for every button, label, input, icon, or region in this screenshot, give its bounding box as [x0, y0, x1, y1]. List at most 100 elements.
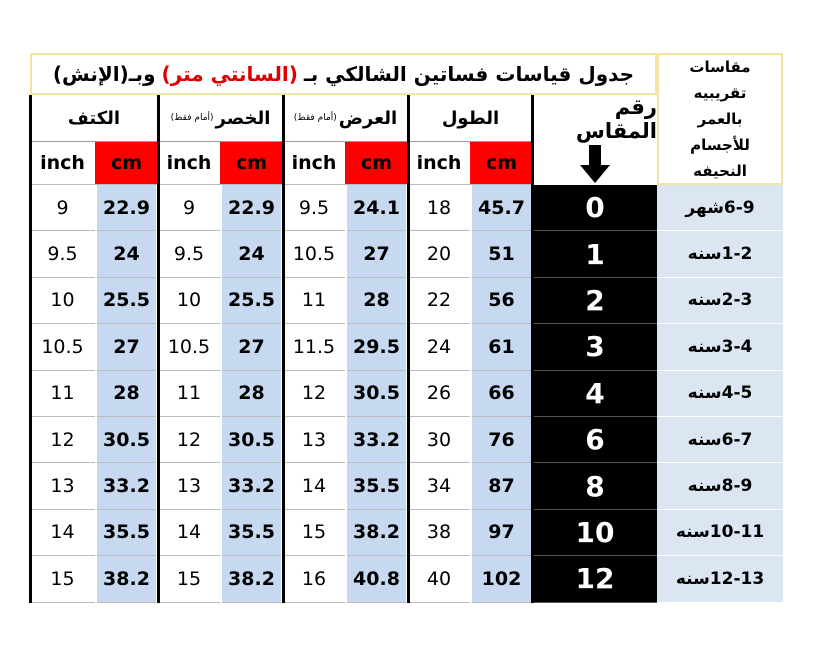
size-header: رقم المقاس: [575, 94, 657, 143]
cm-cell: 38.2: [222, 556, 281, 603]
inch-cell: 15: [158, 556, 220, 603]
cm-cell: 38.2: [347, 509, 406, 557]
group-name: الخصر: [215, 107, 271, 129]
cm-cell: 28: [222, 370, 281, 417]
cm-cell: 102: [472, 556, 531, 603]
inch-cell: 9: [30, 185, 95, 232]
title-end: وبـ(الإنش): [52, 62, 156, 86]
age-cell: 8-9سنه: [657, 463, 783, 510]
cm-cell: 30.5: [347, 370, 406, 417]
age-cell: 10-11سنه: [657, 509, 783, 557]
group-header: الخصر (أمام فقط): [158, 95, 283, 142]
unit-label: inch: [30, 142, 95, 185]
title-cell: جدول قياسات فساتين الشالكي بـ (السانتي م…: [30, 53, 657, 95]
size-cell: 1: [533, 231, 657, 278]
inch-cell: 22: [408, 278, 470, 325]
group-note: (أمام فقط): [293, 113, 337, 123]
inch-cell: 10.5: [158, 324, 220, 371]
size-cell: 2: [533, 277, 657, 325]
inch-cell: 20: [408, 231, 470, 278]
size-cell: 3: [533, 324, 657, 371]
cm-cell: 87: [472, 463, 531, 510]
cm-cell: 30.5: [222, 417, 281, 464]
inch-cell: 10: [158, 278, 220, 325]
cm-cell: 27: [222, 324, 281, 371]
unit-label: inch: [408, 142, 470, 185]
size-cell: 6: [533, 417, 657, 464]
inch-cell: 12: [30, 417, 95, 464]
unit-label: cm: [470, 142, 533, 185]
cm-cell: 33.2: [347, 417, 406, 464]
size-arrow-cell: [533, 142, 657, 185]
age-cell: 3-4سنه: [657, 324, 783, 371]
inch-cell: 11.5: [283, 324, 345, 371]
inch-cell: 15: [30, 556, 95, 603]
column-rule: [407, 95, 410, 603]
inch-cell: 26: [408, 371, 470, 417]
inch-cell: 13: [158, 463, 220, 510]
inch-cell: 11: [158, 371, 220, 417]
cm-cell: 27: [97, 324, 156, 371]
inch-cell: 9: [158, 185, 220, 232]
inch-cell: 16: [283, 556, 345, 603]
size-cell: 0: [533, 185, 657, 232]
cm-cell: 33.2: [222, 463, 281, 510]
inch-cell: 18: [408, 185, 470, 232]
age-header-cell: مقاسات تقريبيه بالعمر للأجسام النحيفه: [657, 53, 783, 185]
inch-cell: 14: [158, 510, 220, 557]
column-rule: [157, 95, 160, 603]
column-rule: [29, 95, 32, 603]
inch-cell: 10.5: [283, 231, 345, 278]
cm-cell: 40.8: [347, 556, 406, 603]
cm-cell: 35.5: [97, 509, 156, 557]
cm-cell: 25.5: [222, 277, 281, 325]
cm-cell: 61: [472, 324, 531, 371]
cm-cell: 28: [97, 370, 156, 417]
cm-cell: 51: [472, 231, 531, 278]
cm-cell: 76: [472, 417, 531, 464]
cm-cell: 22.9: [222, 185, 281, 232]
inch-cell: 11: [283, 278, 345, 325]
title-start: جدول قياسات فساتين الشالكي بـ: [303, 62, 635, 86]
inch-cell: 9.5: [30, 231, 95, 278]
group-note: (أمام فقط): [170, 113, 214, 123]
age-cell: 6-7سنه: [657, 417, 783, 464]
inch-cell: 24: [408, 324, 470, 371]
inch-cell: 40: [408, 556, 470, 603]
inch-cell: 34: [408, 463, 470, 510]
cm-cell: 56: [472, 277, 531, 325]
cm-cell: 35.5: [347, 463, 406, 510]
cm-cell: 24: [222, 231, 281, 278]
inch-cell: 11: [30, 371, 95, 417]
group-name: العرض: [338, 107, 398, 129]
cm-cell: 28: [347, 277, 406, 325]
inch-cell: 12: [283, 371, 345, 417]
age-cell: 1-2سنه: [657, 231, 783, 278]
inch-cell: 38: [408, 510, 470, 557]
group-header: الطول: [408, 95, 533, 142]
cm-cell: 25.5: [97, 277, 156, 325]
size-cell: 10: [533, 509, 657, 557]
cm-cell: 24.1: [347, 185, 406, 232]
unit-label: cm: [345, 142, 408, 185]
unit-label: inch: [158, 142, 220, 185]
cm-cell: 66: [472, 370, 531, 417]
title-highlight: (السانتي متر): [161, 62, 298, 86]
age-header: مقاسات تقريبيه بالعمر للأجسام النحيفه: [689, 58, 751, 180]
cm-cell: 33.2: [97, 463, 156, 510]
column-rule: [282, 95, 285, 603]
inch-cell: 30: [408, 417, 470, 464]
age-cell: 6-9شهر: [657, 185, 783, 232]
black-arrow: [580, 144, 610, 183]
cm-cell: 29.5: [347, 324, 406, 371]
cm-cell: 38.2: [97, 556, 156, 603]
column-rule: [531, 95, 534, 603]
cm-cell: 30.5: [97, 417, 156, 464]
inch-cell: 14: [283, 463, 345, 510]
group-name: الطول: [441, 107, 500, 129]
age-cell: 4-5سنه: [657, 370, 783, 417]
size-cell: 4: [533, 370, 657, 417]
inch-cell: 9.5: [283, 185, 345, 232]
cm-cell: 97: [472, 509, 531, 557]
cm-cell: 45.7: [472, 185, 531, 232]
